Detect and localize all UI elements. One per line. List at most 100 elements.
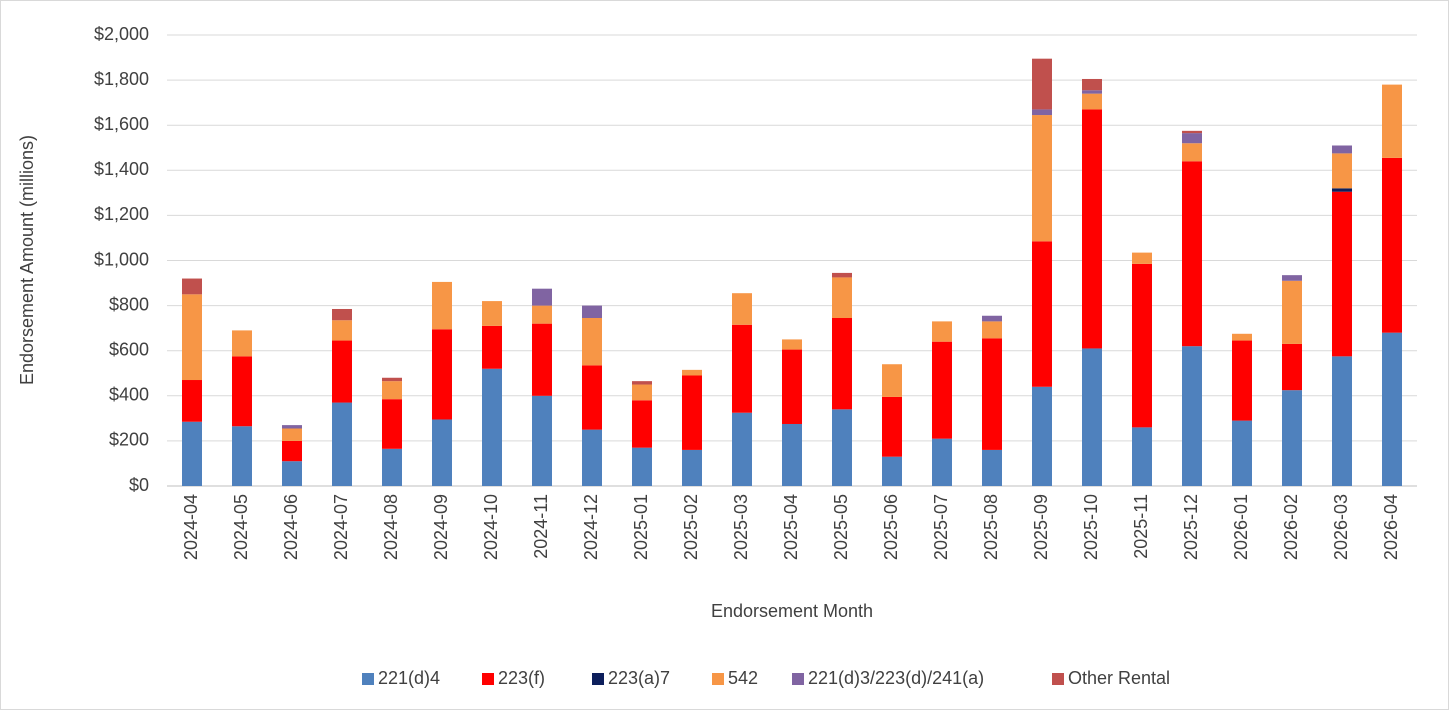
bar-segment [232, 426, 252, 486]
y-tick-label: $200 [109, 430, 149, 450]
bar-segment [282, 461, 302, 486]
y-tick-label: $2,000 [94, 24, 149, 44]
bar-segment [432, 419, 452, 486]
x-tick-label: 2024-05 [231, 494, 251, 560]
bar-segment [782, 339, 802, 350]
y-tick-label: $1,200 [94, 204, 149, 224]
bar-segment [1032, 109, 1052, 116]
bar-segment [1332, 153, 1352, 189]
legend-swatch [712, 673, 724, 685]
x-tick-label: 2025-06 [881, 494, 901, 560]
bar-segment [1232, 420, 1252, 486]
legend-label: Other Rental [1068, 668, 1170, 688]
bar-segment [1382, 157, 1402, 333]
bar-segment [982, 321, 1002, 339]
x-tick-label: 2025-07 [931, 494, 951, 560]
bar-segment [482, 368, 502, 486]
x-axis-title: Endorsement Month [711, 601, 873, 621]
bar-segment [582, 365, 602, 430]
x-tick-label: 2025-09 [1031, 494, 1051, 560]
x-tick-label: 2024-07 [331, 494, 351, 560]
y-tick-label: $600 [109, 339, 149, 359]
bar-segment [1332, 188, 1352, 192]
bar-segment [182, 380, 202, 422]
bar-segment [1082, 348, 1102, 486]
x-tick-label: 2026-01 [1231, 494, 1251, 560]
x-tick-label: 2025-03 [731, 494, 751, 560]
legend-label: 221(d)3/223(d)/241(a) [808, 668, 984, 688]
bar-segment [1332, 356, 1352, 486]
bar-segment [1082, 78, 1102, 91]
bar-segment [232, 356, 252, 427]
x-tick-label: 2024-09 [431, 494, 451, 560]
y-tick-label: $0 [129, 475, 149, 495]
legend-swatch [482, 673, 494, 685]
bar-segment [732, 324, 752, 413]
legend-label: 542 [728, 668, 758, 688]
bar-segment [482, 325, 502, 369]
bar-segment [332, 320, 352, 341]
bar-segment [982, 449, 1002, 486]
bar-segment [1332, 191, 1352, 357]
bar-segment [332, 308, 352, 321]
legend-swatch [592, 673, 604, 685]
bar-segment [1032, 241, 1052, 387]
x-tick-label: 2025-04 [781, 494, 801, 560]
bar-segment [1132, 427, 1152, 486]
bar-segment [632, 400, 652, 448]
bar-segment [932, 341, 952, 439]
bar-segment [282, 425, 302, 429]
bar-segment [982, 315, 1002, 322]
bar-segment [482, 301, 502, 326]
bar-segment [632, 447, 652, 486]
bar-segment [1382, 84, 1402, 158]
bar-segment [632, 381, 652, 385]
bar-segment [1232, 333, 1252, 341]
bar-segment [582, 305, 602, 319]
legend-label: 223(f) [498, 668, 545, 688]
bar-segment [332, 340, 352, 403]
x-tick-label: 2025-02 [681, 494, 701, 560]
bar-segment [1282, 275, 1302, 281]
bar-segment [832, 272, 852, 278]
bar-segment [932, 321, 952, 342]
bar-segment [532, 395, 552, 486]
bar-segment [582, 318, 602, 366]
bar-segment [1082, 109, 1102, 349]
bar-segment [1132, 252, 1152, 264]
y-axis-title: Endorsement Amount (millions) [17, 135, 37, 385]
x-tick-label: 2024-12 [581, 494, 601, 560]
legend-label: 221(d)4 [378, 668, 440, 688]
y-tick-label: $1,600 [94, 114, 149, 134]
bar-segment [1282, 280, 1302, 344]
bar-segment [1232, 340, 1252, 421]
x-tick-label: 2024-11 [531, 494, 551, 559]
bar-segment [1132, 263, 1152, 428]
bar-segment [1032, 115, 1052, 242]
bar-segment [682, 449, 702, 486]
bar-segment [1182, 130, 1202, 134]
legend-swatch [362, 673, 374, 685]
y-tick-label: $400 [109, 385, 149, 405]
x-tick-label: 2024-08 [381, 494, 401, 560]
bar-segment [232, 330, 252, 357]
bar-segment [682, 369, 702, 376]
bar-segment [1282, 343, 1302, 391]
bar-segment [282, 440, 302, 462]
bar-segment [982, 338, 1002, 450]
bar-segment [582, 429, 602, 486]
bar-segment [1182, 143, 1202, 162]
x-tick-label: 2025-10 [1081, 494, 1101, 560]
x-tick-label: 2025-05 [831, 494, 851, 560]
bar-segment [432, 329, 452, 420]
x-tick-label: 2026-02 [1281, 494, 1301, 560]
bar-segment [432, 281, 452, 330]
bar-segment [382, 381, 402, 400]
bar-segment [532, 288, 552, 306]
legend-swatch [792, 673, 804, 685]
bar-segment [632, 384, 652, 401]
bar-segment [882, 456, 902, 486]
bar-segment [932, 438, 952, 486]
bar-segment [532, 323, 552, 396]
